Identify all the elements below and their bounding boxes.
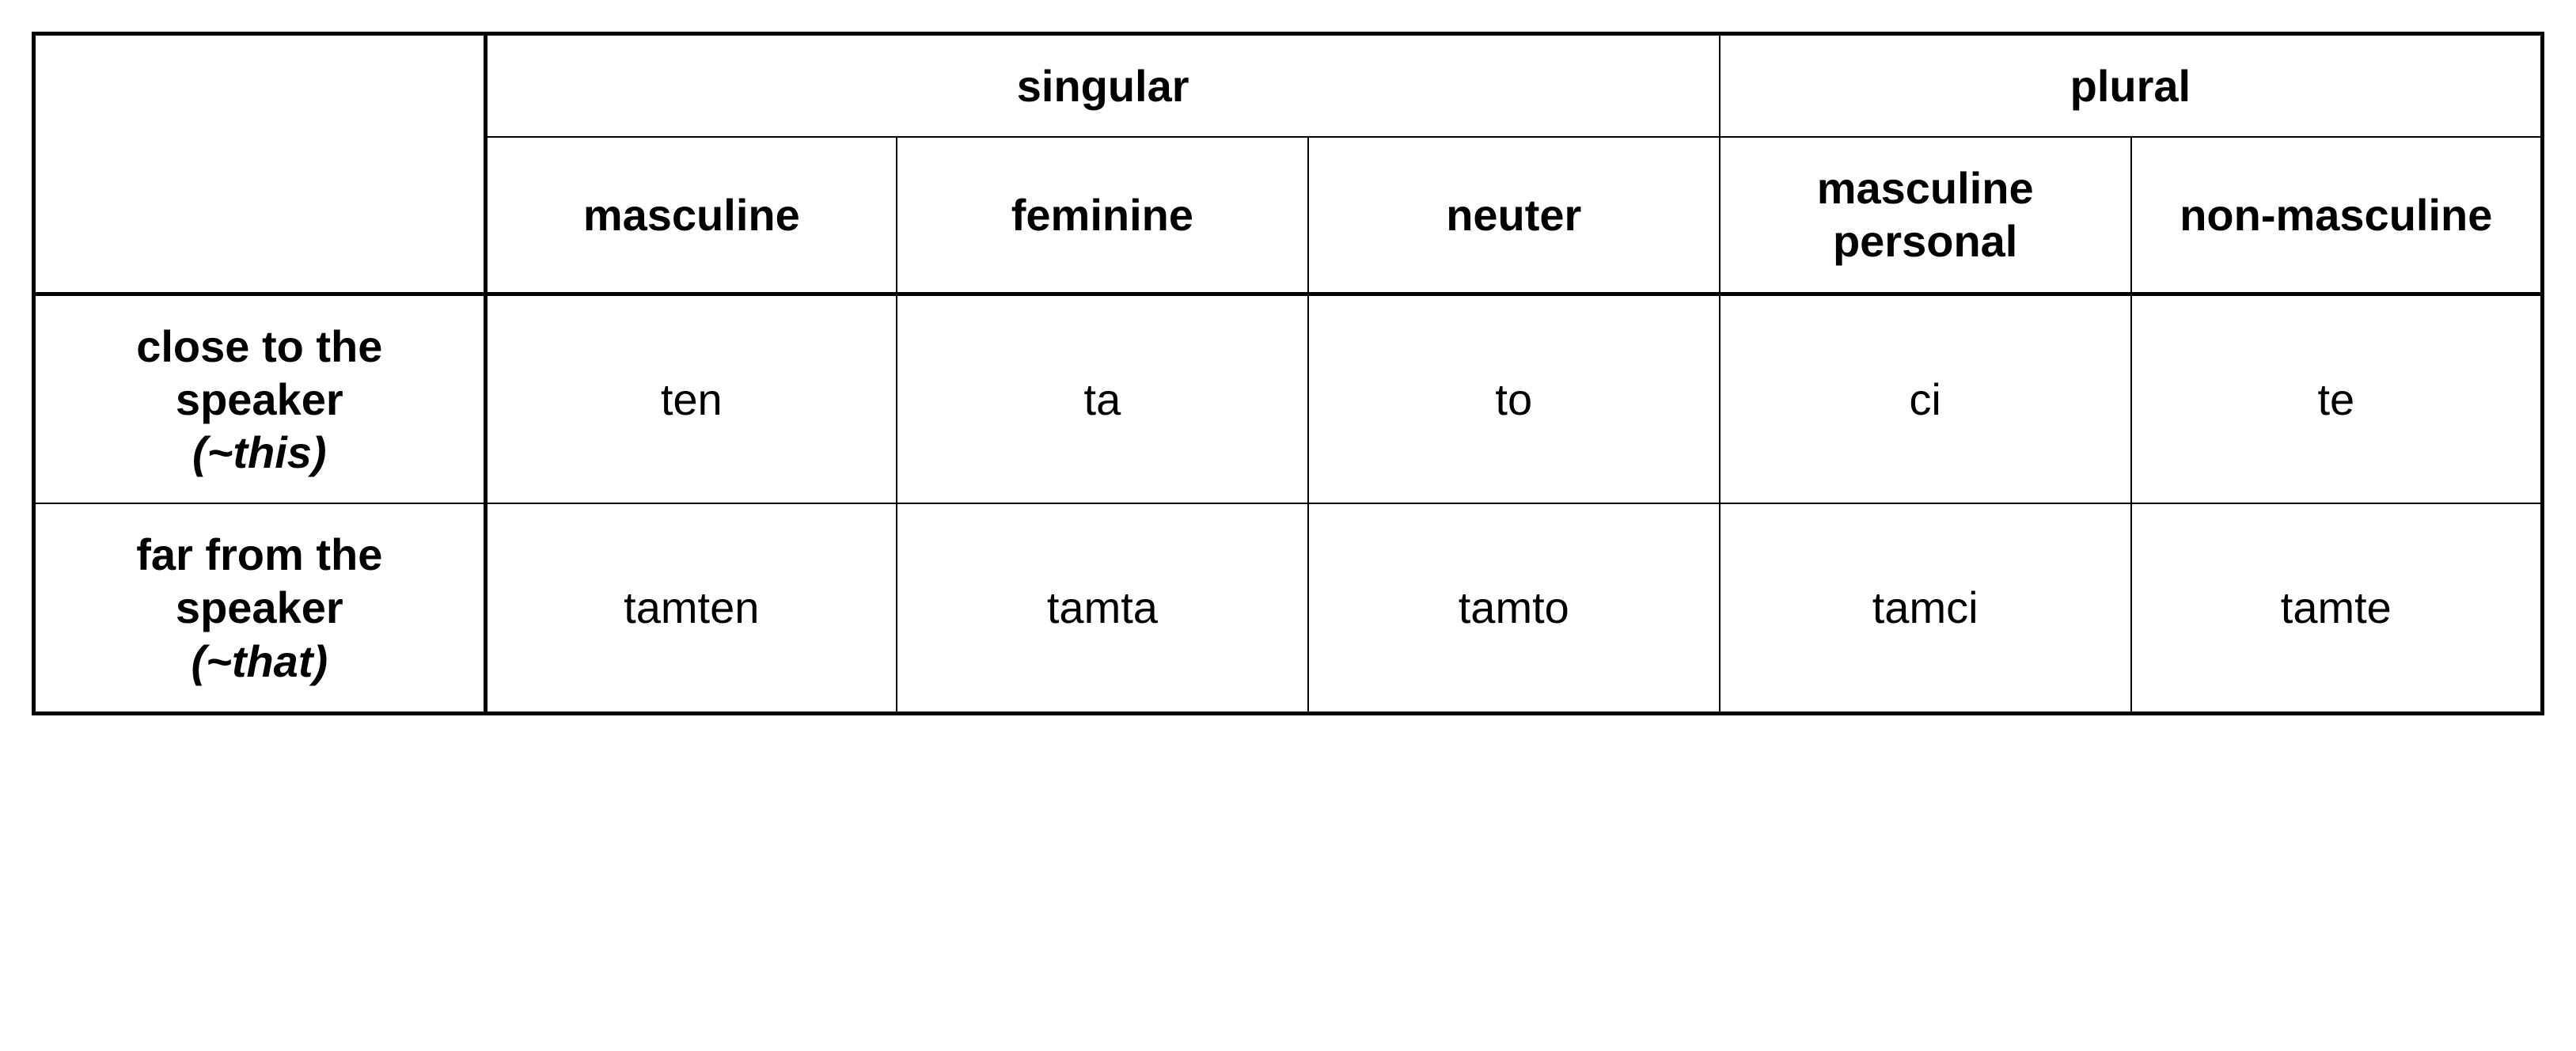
cell-that-non-masculine: tamte	[2131, 503, 2543, 713]
table-row: close to the speaker (~this) ten ta to c…	[34, 294, 2543, 503]
row-header-main: far from the speaker	[51, 528, 468, 634]
row-header-that: far from the speaker (~that)	[34, 503, 486, 713]
col-neuter: neuter	[1308, 137, 1720, 294]
cell-this-feminine: ta	[897, 294, 1308, 503]
cell-that-neuter: tamto	[1308, 503, 1720, 713]
col-masculine-personal: masculine personal	[1720, 137, 2131, 294]
cell-this-masc-personal: ci	[1720, 294, 2131, 503]
col-non-masculine: non-masculine	[2131, 137, 2543, 294]
demonstratives-table: singular plural masculine feminine neute…	[32, 32, 2544, 715]
cell-that-masculine: tamten	[485, 503, 897, 713]
row-header-this: close to the speaker (~this)	[34, 294, 486, 503]
table-row: far from the speaker (~that) tamten tamt…	[34, 503, 2543, 713]
cell-that-masc-personal: tamci	[1720, 503, 2131, 713]
header-group-row: singular plural	[34, 34, 2543, 138]
row-header-main: close to the speaker	[51, 320, 468, 426]
col-feminine: feminine	[897, 137, 1308, 294]
col-masculine: masculine	[485, 137, 897, 294]
cell-this-masculine: ten	[485, 294, 897, 503]
corner-cell	[34, 34, 486, 294]
row-header-sub: (~that)	[51, 635, 468, 688]
cell-this-neuter: to	[1308, 294, 1720, 503]
header-group-singular: singular	[485, 34, 1720, 138]
header-group-plural: plural	[1720, 34, 2543, 138]
row-header-sub: (~this)	[51, 426, 468, 479]
cell-that-feminine: tamta	[897, 503, 1308, 713]
cell-this-non-masculine: te	[2131, 294, 2543, 503]
